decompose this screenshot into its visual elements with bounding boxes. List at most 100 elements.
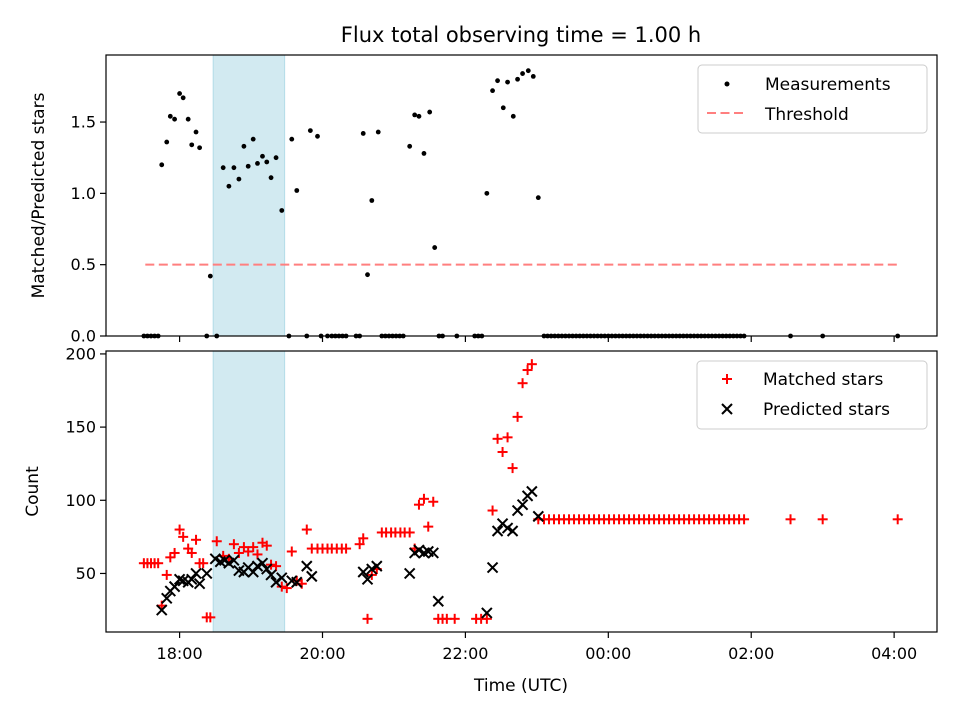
x-tick-label: 18:00 [157, 644, 203, 663]
predicted-star-point [306, 570, 318, 583]
matched-star-point [191, 534, 202, 545]
measurement-point [535, 195, 541, 201]
top-y-tick-label: 0.5 [71, 255, 96, 274]
measurement-point [207, 273, 213, 279]
top-panel-frame [105, 54, 938, 337]
matched-star-point [413, 499, 424, 510]
matched-star-point [248, 542, 259, 553]
marker-stroke [422, 545, 434, 558]
marker-stroke [228, 554, 240, 566]
matched-star-point [286, 546, 297, 557]
matched-star-point [507, 463, 518, 474]
measurement-point [307, 128, 313, 133]
matched-star-point [291, 575, 302, 586]
predicted-star-point [301, 560, 313, 572]
predicted-star-point [261, 563, 273, 575]
matched-star-point [502, 432, 513, 443]
matched-star-point [174, 524, 185, 535]
measurement-point [294, 188, 300, 193]
marker-stroke [209, 553, 222, 565]
marker-stroke [291, 576, 303, 588]
marker-stroke [427, 547, 439, 559]
measurement-point [236, 176, 242, 182]
matched-star-point [301, 524, 312, 535]
measurement-point [197, 145, 203, 151]
marker-stroke [265, 569, 277, 581]
predicted-star-point [161, 592, 173, 605]
measurement-point [289, 136, 295, 142]
predicted-star-point [486, 561, 499, 574]
predicted-star-point [371, 560, 383, 572]
matched-star-point [512, 411, 523, 422]
predicted-stars-series [156, 485, 544, 619]
measurement-point [185, 116, 191, 122]
measurement-point [525, 68, 531, 74]
matched-star-point [428, 496, 439, 507]
marker-stroke [201, 567, 213, 580]
measurement-point [273, 155, 279, 161]
marker-stroke [256, 557, 269, 569]
chart-title: Flux total observing time = 1.00 h [341, 23, 701, 47]
predicted-legend-glyph [721, 403, 733, 415]
matched-star-point [186, 547, 197, 558]
marker-stroke [506, 525, 519, 537]
measurement-point [365, 272, 370, 278]
marker-stroke [532, 510, 544, 523]
marker-stroke [501, 522, 514, 534]
predicted-star-point [481, 607, 493, 619]
marker-stroke [233, 564, 245, 577]
measurement-point [375, 129, 381, 135]
matched-star-point [526, 359, 537, 370]
marker-stroke [403, 567, 416, 580]
predicted-star-point [491, 525, 504, 537]
matched-star-point [169, 547, 180, 558]
measurement-point [167, 113, 173, 119]
marker-stroke [432, 595, 444, 607]
marker-stroke [491, 525, 504, 537]
measurement-point [412, 112, 418, 118]
predicted-star-point [173, 573, 186, 586]
marker-stroke [276, 572, 288, 584]
predicted-star-point [361, 573, 374, 586]
marker-stroke [190, 567, 202, 580]
measurement-point [264, 159, 270, 165]
bottom-y-tick-label: 200 [65, 344, 96, 363]
x-tick-label: 02:00 [728, 644, 774, 663]
matched-star-point [341, 543, 352, 554]
predicted-star-point [247, 566, 259, 578]
top-y-tick-label: 0.0 [71, 327, 96, 346]
x-tick-label: 20:00 [299, 644, 345, 663]
marker-stroke [526, 485, 538, 498]
measurement-point [164, 139, 170, 145]
measurement-point [189, 142, 195, 148]
matched-star-point [362, 613, 373, 624]
predicted-star-point [291, 576, 303, 588]
marker-stroke [371, 560, 383, 572]
marker-stroke [247, 566, 259, 578]
top-x-axis [178, 336, 895, 342]
matched-star-point [517, 378, 528, 389]
marker-stroke [161, 592, 173, 605]
highlight-span-bottom [212, 350, 286, 633]
marker-stroke [261, 563, 273, 575]
matched-star-point [252, 549, 263, 560]
matched-star-point [354, 539, 365, 550]
measurement-point [490, 88, 495, 94]
predicted-star-point [186, 573, 198, 586]
matched-star-point [522, 365, 533, 376]
marker-stroke [481, 607, 493, 619]
bottom-panel: 50 100 150 200 18:00 20:00 22:00 00:00 02:00 04:… [23, 344, 938, 696]
matched-star-point [261, 540, 272, 551]
marker-stroke [156, 604, 168, 616]
matched-star-point [205, 612, 216, 623]
measurement-point [255, 161, 260, 166]
marker-stroke [721, 403, 733, 415]
marker-stroke [286, 575, 298, 587]
measurement-point [193, 129, 199, 135]
measurement-point [432, 245, 438, 250]
measurement-point [172, 116, 177, 122]
bottom-y-axis-label: Count [23, 466, 43, 517]
matched-star-point [497, 446, 508, 457]
measurement-point [369, 198, 375, 203]
top-panel: 0.0 0.5 1.0 1.5 Matched/Predicted stars Mea… [29, 54, 938, 346]
